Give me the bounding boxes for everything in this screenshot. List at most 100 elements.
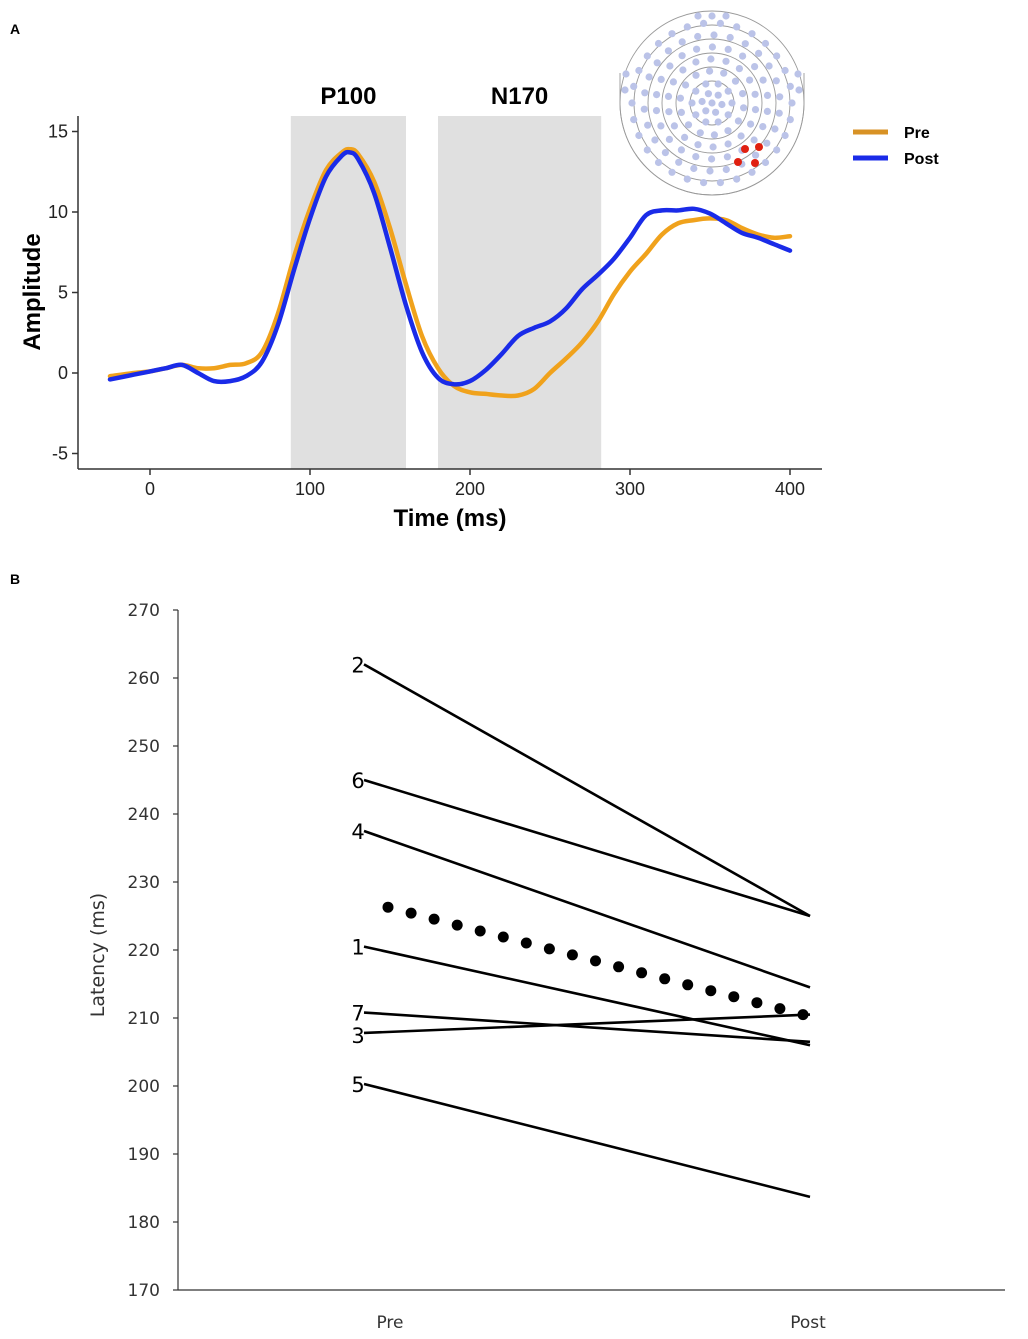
electrode-dot xyxy=(775,109,783,117)
electrode-dot xyxy=(676,94,685,102)
panel-a-letter: A xyxy=(10,21,20,37)
mean-dot xyxy=(520,937,532,949)
electrode-dot xyxy=(709,143,717,151)
mean-dot xyxy=(497,931,509,943)
electrode-dot xyxy=(694,32,702,41)
electrode-dot xyxy=(657,122,665,130)
electrode-dot xyxy=(731,77,740,85)
electrode-dot xyxy=(707,55,715,63)
electrode-dot xyxy=(747,120,755,128)
electrode-dot xyxy=(628,99,636,107)
electrode-dot xyxy=(773,52,781,60)
a-y-tick-label: -5 xyxy=(52,444,68,464)
electrode-dot xyxy=(755,49,763,58)
electrode-dot xyxy=(677,146,686,154)
electrode-dot xyxy=(786,116,794,124)
electrode-dot xyxy=(693,45,701,53)
electrode-dot xyxy=(622,70,630,78)
electrode-dot xyxy=(724,111,732,119)
electrode-dot xyxy=(722,57,730,65)
electrode-dot-selected xyxy=(741,145,749,153)
a-x-tick-label: 0 xyxy=(145,479,155,499)
electrode-dot xyxy=(668,168,676,176)
electrode-dot xyxy=(735,65,744,73)
mean-dot xyxy=(566,949,578,961)
subject-label-7: 7 xyxy=(351,1002,364,1026)
electrode-dot xyxy=(635,66,643,75)
a-y-axis-label: Amplitude xyxy=(19,233,46,350)
panel-b-chart: 170 180 190 200 210 220 230 240 250 260 270 Pre Post… xyxy=(87,601,1005,1333)
electrode-dot xyxy=(741,40,749,48)
mean-dot xyxy=(474,925,486,937)
a-x-axis-label: Time (ms) xyxy=(394,505,507,532)
electrode-dot xyxy=(653,59,661,67)
electrode-dot xyxy=(682,81,690,89)
electrode-dot xyxy=(710,131,719,139)
electrode-dot xyxy=(621,86,629,94)
electrode-dot xyxy=(692,58,700,66)
electrode-dot xyxy=(722,12,730,20)
electrode-dot xyxy=(724,45,732,54)
b-y-tick-label: 250 xyxy=(128,737,160,757)
electrode-dot xyxy=(759,123,767,131)
electrode-dot xyxy=(795,86,803,94)
b-y-tick-label: 180 xyxy=(128,1213,160,1233)
a-x-tick-label: 200 xyxy=(455,479,485,499)
b-y-tick-label: 190 xyxy=(128,1145,160,1165)
electrode-dot xyxy=(714,118,722,126)
electrode-dot xyxy=(684,121,693,129)
electrode-dot xyxy=(750,136,758,144)
electrode-dot xyxy=(678,52,686,60)
a-x-tick-label: 400 xyxy=(775,479,805,499)
a-x-tick-label: 300 xyxy=(615,479,645,499)
electrode-dot xyxy=(724,87,732,95)
subject-label-5: 5 xyxy=(351,1073,364,1097)
headmap-ring xyxy=(647,38,777,168)
electrode-dot xyxy=(751,106,760,114)
electrode-dot xyxy=(708,43,717,51)
electrode-dot xyxy=(710,31,718,39)
electrode-dot xyxy=(737,132,745,140)
b-y-tick-label: 270 xyxy=(128,601,160,621)
subject-line-3 xyxy=(363,1013,811,1035)
electrode-dot xyxy=(690,164,698,173)
electrode-dot xyxy=(683,175,691,183)
subject-label-4: 4 xyxy=(351,820,364,844)
electrode-dot-selected xyxy=(734,158,742,166)
electrode-dot xyxy=(645,73,653,81)
mean-dot xyxy=(428,913,440,925)
electrode-dot xyxy=(751,63,759,71)
mean-dot xyxy=(751,997,763,1009)
electrode-dot xyxy=(635,131,643,140)
electrode-dot xyxy=(698,97,706,106)
electrode-dot xyxy=(763,107,772,115)
electrode-dot xyxy=(716,179,725,187)
a-y-tick-label: 0 xyxy=(58,363,68,383)
electrode-dot xyxy=(771,125,779,133)
electrode-dot xyxy=(706,67,714,75)
a-y-tick-label: 5 xyxy=(58,283,68,303)
electrode-dot xyxy=(706,167,714,175)
mean-dot xyxy=(405,907,417,919)
electrode-dot xyxy=(781,66,789,75)
electrode-dot xyxy=(704,90,713,98)
electrode-dot xyxy=(759,76,767,84)
electrode-dot xyxy=(751,90,759,98)
electrode-dot-selected xyxy=(755,143,763,151)
electrode-dot xyxy=(643,146,651,154)
electrode-headmap-inset xyxy=(619,10,805,196)
electrode-dot xyxy=(752,151,760,159)
electrode-dot xyxy=(786,82,794,90)
electrode-dot xyxy=(696,129,704,137)
mean-dot xyxy=(774,1003,786,1015)
electrode-dot xyxy=(702,107,710,115)
electrode-dot xyxy=(739,52,747,60)
electrode-dot xyxy=(765,62,773,70)
electrode-dot xyxy=(708,99,716,107)
b-y-tick-label: 220 xyxy=(128,941,160,961)
electrode-dot xyxy=(702,80,710,88)
electrode-dot xyxy=(664,47,673,55)
b-x-category-label: Post xyxy=(790,1313,826,1333)
region-label-n170: N170 xyxy=(491,83,548,110)
